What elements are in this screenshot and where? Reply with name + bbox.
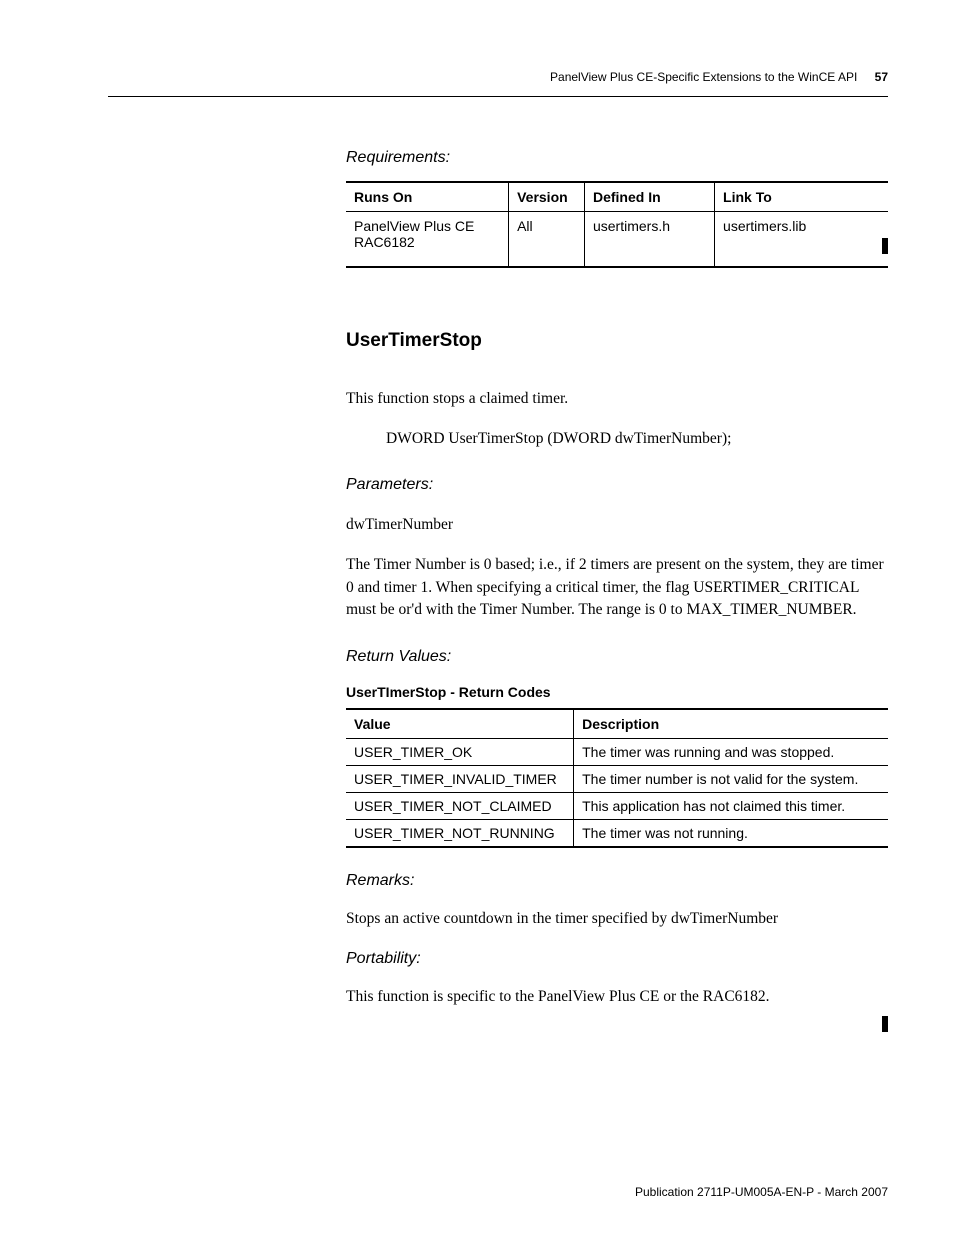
table-row: USER_TIMER_NOT_CLAIMED This application … bbox=[346, 792, 888, 819]
cell: All bbox=[509, 212, 585, 268]
page-number: 57 bbox=[875, 70, 888, 84]
table-header-row: Value Description bbox=[346, 709, 888, 739]
cell: USER_TIMER_NOT_RUNNING bbox=[346, 819, 574, 847]
footer-publication: Publication 2711P-UM005A-EN-P - March 20… bbox=[635, 1185, 888, 1199]
portability-text: This function is specific to the PanelVi… bbox=[346, 986, 888, 1008]
parameters-heading: Parameters: bbox=[346, 476, 888, 494]
change-bar-icon bbox=[882, 238, 888, 254]
cell: USER_TIMER_NOT_CLAIMED bbox=[346, 792, 574, 819]
page: PanelView Plus CE-Specific Extensions to… bbox=[0, 0, 954, 1235]
table-row: USER_TIMER_NOT_RUNNING The timer was not… bbox=[346, 819, 888, 847]
col-header: Runs On bbox=[346, 182, 509, 212]
requirements-table-wrap: Runs On Version Defined In Link To Panel… bbox=[346, 181, 888, 268]
content-area: Requirements: Runs On Version Defined In… bbox=[346, 97, 888, 1009]
cell: USER_TIMER_OK bbox=[346, 738, 574, 765]
function-signature: DWORD UserTimerStop (DWORD dwTimerNumber… bbox=[386, 430, 888, 448]
table-row: PanelView Plus CE RAC6182 All usertimers… bbox=[346, 212, 888, 268]
cell: The timer number is not valid for the sy… bbox=[574, 765, 888, 792]
cell: The timer was not running. bbox=[574, 819, 888, 847]
return-codes-caption: UserTImerStop - Return Codes bbox=[346, 684, 888, 700]
function-heading: UserTimerStop bbox=[346, 330, 888, 352]
requirements-table: Runs On Version Defined In Link To Panel… bbox=[346, 181, 888, 268]
return-codes-table: Value Description USER_TIMER_OK The time… bbox=[346, 708, 888, 848]
change-bar-icon bbox=[882, 1016, 888, 1032]
col-header: Description bbox=[574, 709, 888, 739]
header-title: PanelView Plus CE-Specific Extensions to… bbox=[550, 70, 857, 84]
cell: USER_TIMER_INVALID_TIMER bbox=[346, 765, 574, 792]
col-header: Value bbox=[346, 709, 574, 739]
table-row: USER_TIMER_INVALID_TIMER The timer numbe… bbox=[346, 765, 888, 792]
cell: usertimers.h bbox=[584, 212, 714, 268]
cell: usertimers.lib bbox=[715, 212, 888, 268]
table-header-row: Runs On Version Defined In Link To bbox=[346, 182, 888, 212]
table-row: USER_TIMER_OK The timer was running and … bbox=[346, 738, 888, 765]
running-header: PanelView Plus CE-Specific Extensions to… bbox=[108, 70, 888, 94]
remarks-text: Stops an active countdown in the timer s… bbox=[346, 908, 888, 930]
portability-heading: Portability: bbox=[346, 950, 888, 968]
col-header: Defined In bbox=[584, 182, 714, 212]
function-intro: This function stops a claimed timer. bbox=[346, 388, 888, 410]
parameter-name: dwTimerNumber bbox=[346, 516, 888, 534]
cell: The timer was running and was stopped. bbox=[574, 738, 888, 765]
remarks-heading: Remarks: bbox=[346, 872, 888, 890]
requirements-heading: Requirements: bbox=[346, 149, 888, 167]
col-header: Link To bbox=[715, 182, 888, 212]
cell: PanelView Plus CE RAC6182 bbox=[346, 212, 509, 268]
cell: This application has not claimed this ti… bbox=[574, 792, 888, 819]
col-header: Version bbox=[509, 182, 585, 212]
parameter-description: The Timer Number is 0 based; i.e., if 2 … bbox=[346, 554, 888, 621]
return-values-heading: Return Values: bbox=[346, 648, 888, 666]
